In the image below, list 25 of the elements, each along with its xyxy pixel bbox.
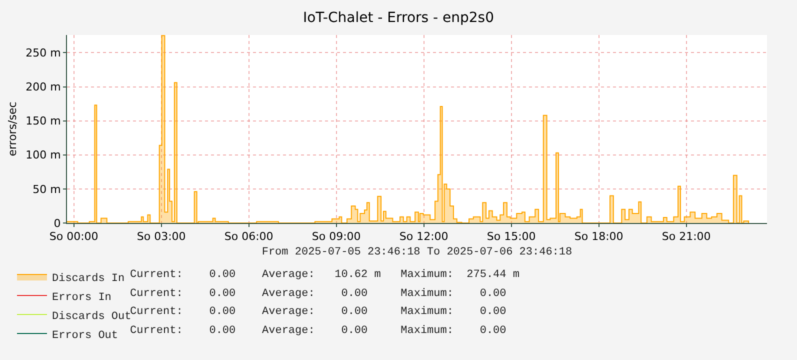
- text: Current: 0.00 Average: 0.00 Maximum: 0.00: [130, 288, 506, 300]
- x-tick-label: So 21:00: [662, 230, 711, 244]
- x-tick-label: So 09:00: [312, 230, 361, 244]
- text: Current: 0.00 Average: 0.00 Maximum: 0.00: [130, 306, 506, 318]
- x-tick-label: So 06:00: [224, 230, 274, 244]
- x-tick-label: So 00:00: [49, 230, 98, 244]
- legend-label: Discards Out: [52, 310, 132, 323]
- text: Current: 0.00 Average: 0.00 Maximum: 0.00: [130, 325, 506, 337]
- x-tick-label: So 18:00: [574, 230, 624, 244]
- legend-label: Discards In: [52, 272, 125, 285]
- y-tick-label: 200 m: [26, 80, 61, 94]
- y-tick-label: 150 m: [26, 114, 61, 128]
- x-tick-label: So 12:00: [399, 230, 448, 244]
- y-tick-label: 100 m: [26, 148, 61, 162]
- y-axis-title: errors/sec: [6, 102, 20, 156]
- x-tick-label: So 15:00: [486, 230, 536, 244]
- y-tick-label: 250 m: [26, 46, 61, 60]
- y-tick-label: 0: [54, 216, 61, 230]
- legend-label: Errors Out: [52, 330, 118, 342]
- chart-title: IoT-Chalet - Errors - enp2s0: [302, 10, 494, 26]
- text: Current: 0.00 Average: 10.62 m Maximum: 275.44 m: [130, 269, 520, 281]
- y-tick-label: 50 m: [32, 182, 61, 196]
- x-tick-label: So 03:00: [136, 230, 186, 244]
- legend-label: Errors In: [52, 292, 112, 304]
- x-axis-title: From 2025-07-05 23:46:18 To 2025-07-06 23:46:18: [262, 246, 572, 258]
